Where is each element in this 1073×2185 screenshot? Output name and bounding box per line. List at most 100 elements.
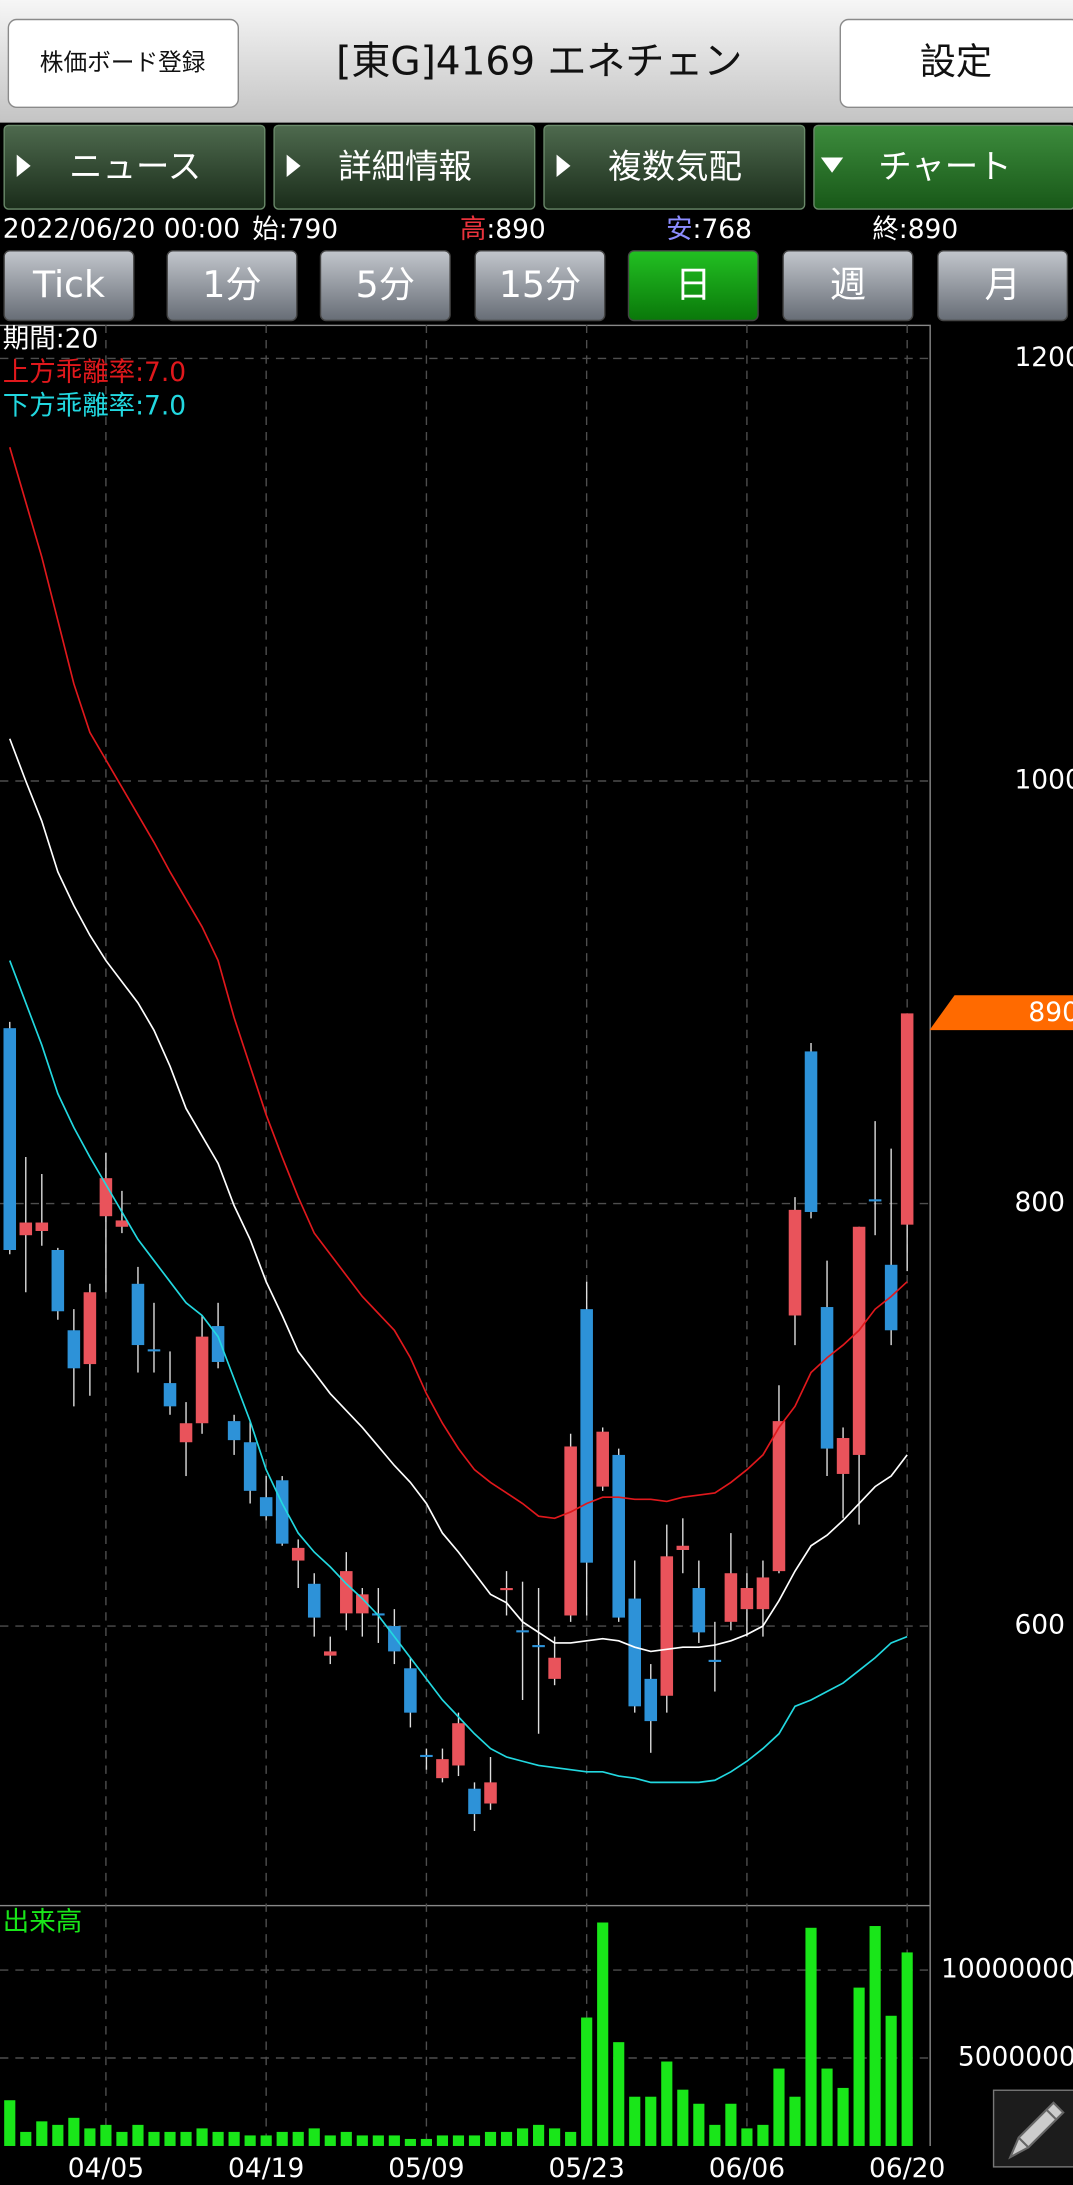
period-label[interactable]: 週	[830, 263, 866, 306]
candle-body	[756, 1577, 770, 1610]
tab[interactable]	[273, 124, 536, 210]
volume-bar	[36, 2121, 48, 2146]
volume-bar	[597, 1922, 609, 2146]
volume-bar	[420, 2138, 432, 2146]
quote-datetime: 2022/06/20 00:00	[3, 213, 240, 244]
volume-bar	[693, 2103, 705, 2146]
candle-body	[452, 1723, 465, 1766]
x-tick-label: 06/06	[709, 2153, 785, 2184]
tab[interactable]	[543, 124, 806, 210]
volume-bar	[484, 2131, 497, 2146]
period-button[interactable]	[3, 250, 135, 322]
candle-body	[836, 1438, 850, 1474]
chart-border	[929, 324, 931, 2146]
candle-body	[580, 1309, 593, 1563]
tab-label[interactable]: 複数気配	[608, 147, 742, 186]
quote-label: 安	[666, 213, 692, 244]
candle-body	[3, 1028, 17, 1251]
quote-value: :790	[279, 213, 338, 244]
candle-body	[67, 1330, 81, 1369]
x-tick-label: 04/05	[68, 2153, 144, 2184]
volume-bar	[613, 2042, 625, 2146]
volume-bar	[292, 2131, 304, 2146]
quote-value: :768	[693, 213, 752, 244]
candle-body	[131, 1283, 145, 1346]
title: [東G]4169 エネチェン	[336, 40, 742, 85]
candle-body	[532, 1645, 545, 1648]
candle-body	[740, 1588, 754, 1610]
x-tick-label: 06/20	[869, 2153, 945, 2184]
volume-bar	[404, 2138, 416, 2146]
tab-arrow[interactable]	[820, 157, 844, 173]
volume-tick-label: 5000000	[958, 2041, 1073, 2072]
volume-bar	[20, 2131, 32, 2146]
period-label[interactable]: 日	[675, 263, 711, 306]
candle-body	[564, 1446, 577, 1616]
x-tick-label: 04/19	[228, 2153, 304, 2184]
volume-bar	[452, 2135, 465, 2146]
quote-value: :890	[899, 213, 958, 244]
volume-bar	[372, 2135, 384, 2146]
volume-bar	[500, 2131, 513, 2146]
volume-bar	[148, 2131, 160, 2146]
register-button[interactable]	[7, 18, 239, 108]
volume-bar	[837, 2087, 849, 2146]
period-label[interactable]: 5分	[356, 263, 415, 306]
volume-bar	[276, 2131, 288, 2146]
candle-body	[900, 1013, 914, 1225]
tab-arrow[interactable]	[556, 154, 571, 177]
x-tick-label: 05/09	[388, 2153, 464, 2184]
candle-body	[211, 1326, 225, 1362]
y-tick-label: 800	[1014, 1187, 1065, 1218]
period-label[interactable]: Tick	[32, 263, 105, 306]
period-button[interactable]	[474, 250, 606, 322]
quote-label: 始	[252, 213, 278, 244]
volume-bar	[308, 2128, 320, 2146]
tab-label[interactable]: ニュース	[69, 147, 201, 186]
candle-body	[195, 1336, 209, 1424]
period-label[interactable]: 月	[985, 263, 1021, 306]
tab-label[interactable]: チャート	[878, 147, 1011, 186]
volume-bar	[244, 2135, 256, 2146]
volume-title: 出来高	[3, 1907, 82, 1938]
volume-bar	[581, 2017, 593, 2146]
volume-bar	[116, 2131, 128, 2146]
tab[interactable]	[3, 124, 266, 210]
volume-bar	[821, 2068, 833, 2146]
volume-bar	[901, 1952, 913, 2146]
volume-bar	[388, 2135, 400, 2146]
settings-button[interactable]	[839, 18, 1073, 108]
candle-body	[227, 1421, 241, 1441]
candle-body	[708, 1659, 722, 1662]
volume-bar	[757, 2124, 769, 2146]
register-button-label[interactable]: 株価ボード登録	[40, 49, 206, 77]
period-label[interactable]: 15分	[499, 263, 581, 306]
quote-item: 終:890	[872, 213, 958, 244]
tab-label[interactable]: 詳細情報	[338, 147, 472, 186]
period-button[interactable]	[937, 250, 1069, 322]
pencil-icon[interactable]	[1008, 2101, 1065, 2160]
volume-bar	[324, 2135, 336, 2146]
volume-bar	[677, 2089, 689, 2146]
period-button[interactable]	[319, 250, 451, 322]
candle-body	[724, 1573, 738, 1622]
candle-body	[772, 1421, 786, 1572]
period-label[interactable]: 1分	[202, 263, 261, 306]
y-tick-label: 1000	[1014, 765, 1073, 796]
tab-arrow[interactable]	[286, 154, 301, 177]
period-button[interactable]	[627, 250, 759, 322]
candle-body	[83, 1292, 97, 1365]
price-plot	[3, 446, 914, 1831]
settings-button-label[interactable]: 設定	[920, 40, 992, 83]
candle-body	[852, 1226, 866, 1455]
candle-body	[99, 1178, 113, 1217]
period-button[interactable]	[166, 250, 298, 322]
period-button[interactable]	[782, 250, 914, 322]
tab[interactable]	[813, 124, 1073, 210]
candle-body	[291, 1547, 305, 1561]
volume-bar	[853, 1987, 865, 2146]
candle-body	[420, 1754, 433, 1758]
tab-arrow[interactable]	[16, 154, 31, 177]
volume-bar	[68, 2117, 80, 2146]
